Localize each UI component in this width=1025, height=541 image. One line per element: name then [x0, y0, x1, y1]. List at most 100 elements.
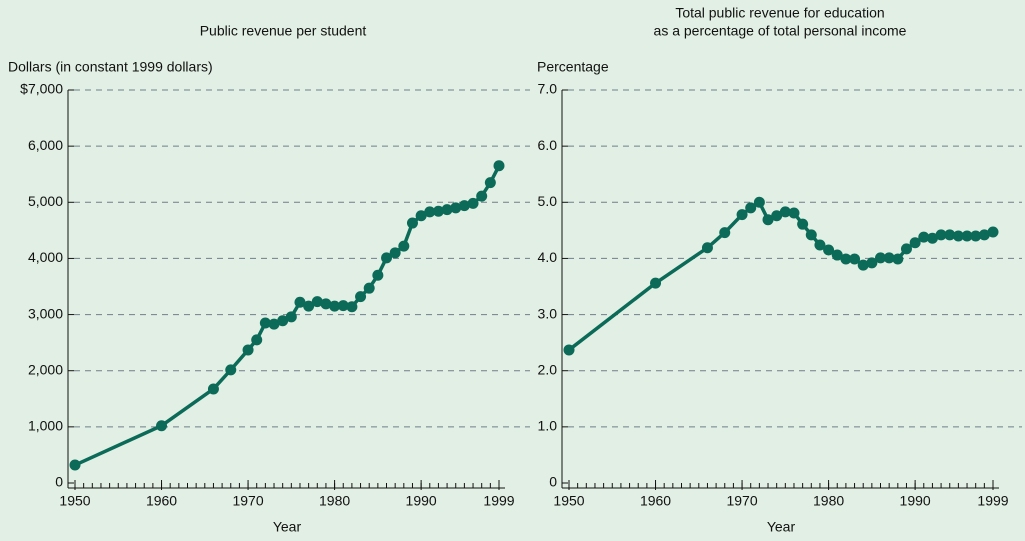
y-axis-label: Percentage: [537, 59, 609, 75]
data-point: [337, 300, 349, 312]
data-point: [875, 252, 887, 264]
data-point: [398, 240, 410, 252]
data-point: [909, 237, 921, 249]
x-tick-label: 1960: [146, 493, 177, 509]
data-point: [277, 315, 289, 327]
y-tick-label: 3,000: [28, 305, 63, 321]
data-point: [918, 231, 930, 243]
data-point: [207, 383, 219, 395]
y-tick-label: 4,000: [28, 249, 63, 265]
y-tick-label: 0: [549, 474, 557, 490]
data-line: [567, 199, 994, 352]
data-point: [346, 301, 358, 313]
data-point: [69, 459, 81, 471]
data-point: [719, 227, 731, 239]
data-point: [745, 202, 757, 214]
data-point: [866, 257, 878, 269]
data-point: [840, 253, 852, 265]
data-point: [251, 334, 263, 346]
chart-title: as a percentage of total personal income: [654, 23, 907, 39]
y-tick-label: 0: [55, 474, 63, 490]
data-point: [753, 196, 765, 208]
x-axis-label: Year: [767, 519, 796, 535]
data-point: [788, 207, 800, 219]
data-point: [406, 217, 418, 229]
data-point: [476, 190, 488, 202]
data-point: [823, 244, 835, 256]
y-axis-label: Dollars (in constant 1999 dollars): [8, 59, 213, 75]
x-tick-label: 1950: [59, 493, 90, 509]
y-tick-label: 2.0: [538, 361, 558, 377]
data-point: [762, 214, 774, 226]
y-tick-label: 1.0: [538, 418, 558, 434]
data-point: [389, 247, 401, 259]
data-point: [493, 160, 505, 172]
data-point: [926, 232, 938, 244]
data-point: [294, 296, 306, 308]
y-tick-label: 4.0: [538, 249, 558, 265]
data-point: [563, 344, 575, 356]
data-point: [650, 277, 662, 289]
y-tick-label: 5,000: [28, 193, 63, 209]
data-point: [415, 210, 427, 222]
x-tick-label: 1970: [726, 493, 757, 509]
data-point: [797, 218, 809, 230]
data-point: [978, 229, 990, 241]
data-point: [831, 249, 843, 261]
data-point: [900, 243, 912, 255]
data-point: [363, 282, 375, 294]
data-point: [303, 300, 315, 312]
y-tick-label: 5.0: [538, 193, 558, 209]
data-point: [814, 239, 826, 251]
y-tick-label: 6,000: [28, 137, 63, 153]
data-point: [883, 252, 895, 264]
x-tick-label: 1980: [813, 493, 844, 509]
data-point: [355, 291, 367, 303]
data-point: [311, 296, 323, 308]
y-tick-label: 7.0: [538, 81, 558, 97]
x-tick-label: 1999: [977, 493, 1008, 509]
y-tick-label: 1,000: [28, 418, 63, 434]
data-point: [944, 229, 956, 241]
x-tick-label: 1980: [319, 493, 350, 509]
data-point: [467, 197, 479, 209]
data-point: [458, 200, 470, 212]
data-point: [381, 252, 393, 264]
y-tick-label: 6.0: [538, 137, 558, 153]
data-point: [952, 230, 964, 242]
data-point: [432, 205, 444, 217]
data-point: [329, 300, 341, 312]
data-point: [805, 229, 817, 241]
chart-title: Public revenue per student: [200, 23, 367, 39]
data-point: [701, 242, 713, 254]
data-point: [450, 202, 462, 214]
data-point: [961, 230, 973, 242]
data-point: [736, 209, 748, 221]
data-point: [156, 420, 168, 432]
data-point: [268, 318, 280, 330]
data-point: [892, 253, 904, 265]
x-tick-label: 1950: [553, 493, 584, 509]
data-point: [225, 364, 237, 376]
data-point: [849, 253, 861, 265]
data-point: [259, 317, 271, 329]
y-tick-label: $7,000: [20, 81, 63, 97]
data-point: [771, 210, 783, 222]
data-point: [320, 298, 332, 310]
chart-title: Total public revenue for education: [675, 5, 884, 21]
x-axis-label: Year: [273, 519, 302, 535]
y-tick-label: 2,000: [28, 361, 63, 377]
data-point: [441, 204, 453, 216]
x-tick-label: 1999: [483, 493, 514, 509]
data-point: [484, 177, 496, 189]
x-tick-label: 1990: [900, 493, 931, 509]
x-tick-label: 1960: [640, 493, 671, 509]
x-tick-label: 1970: [232, 493, 263, 509]
data-point: [857, 259, 869, 271]
data-point: [372, 269, 384, 281]
data-point: [987, 226, 999, 238]
data-point: [424, 206, 436, 218]
data-point: [970, 230, 982, 242]
data-point: [935, 229, 947, 241]
